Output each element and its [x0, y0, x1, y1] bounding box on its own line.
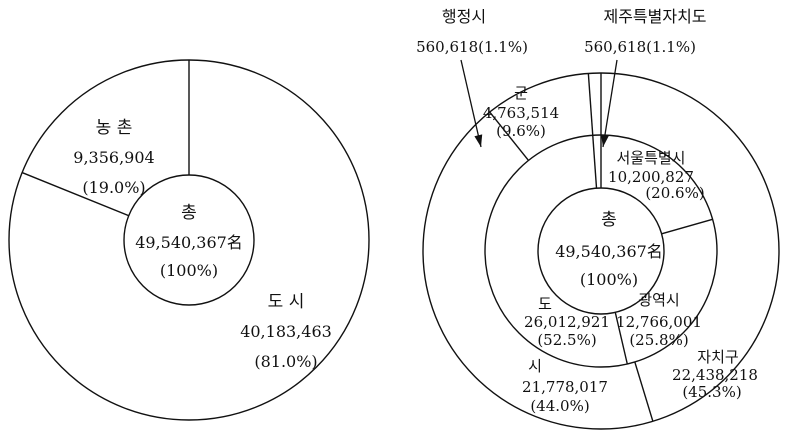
chart-labels: 총 49,540,367名 (100%) 농 촌 9,356,904 (19.0%) 도 시… — [73, 7, 758, 415]
outer-slice-percent-2: (9.6%) — [496, 122, 546, 140]
callout-arrow-haengjeongsi — [460, 59, 482, 148]
left-slice-value-1: 40,183,463 — [240, 322, 332, 341]
inner-ring-boundary-2 — [614, 312, 628, 365]
left-slice-label-0: 농 촌 — [96, 118, 133, 138]
inner-slice-value-0: 10,200,827 — [608, 168, 694, 186]
left-center-value: 49,540,367名 — [135, 233, 243, 252]
outer-ring-boundary-2 — [489, 111, 530, 161]
left-slice-percent-0: (19.0%) — [82, 178, 145, 197]
right-center-value: 49,540,367名 — [555, 242, 663, 261]
callout-arrow-jeju-head — [600, 134, 609, 147]
left-slice-boundary-1 — [21, 171, 129, 217]
left-slice-percent-1: (81.0%) — [254, 352, 317, 371]
outer-ring-boundary-3 — [587, 73, 594, 136]
right-center-label: 총 — [601, 210, 617, 230]
callout-label-haengjeongsi: 행정시 — [442, 7, 486, 26]
left-pie-chart — [8, 59, 370, 421]
inner-slice-percent-2: (52.5%) — [537, 331, 596, 349]
inner-slice-value-1: 12,766,001 — [616, 313, 702, 331]
inner-ring-boundary-1 — [661, 218, 713, 235]
outer-slice-value-2: 4,763,514 — [483, 104, 559, 122]
inner-slice-label-1: 광역시 — [638, 291, 679, 309]
left-slice-label-1: 도 시 — [268, 292, 305, 312]
inner-slice-label-0: 서울특별시 — [616, 149, 685, 167]
inner-slice-value-2: 26,012,921 — [524, 313, 610, 331]
callout-label-jeju: 제주특별자치도 — [603, 7, 706, 26]
callout-value-jeju: 560,618(1.1%) — [584, 38, 696, 56]
outer-slice-label-0: 자치구 — [697, 348, 738, 366]
left-center-label: 총 — [181, 203, 197, 223]
outer-slice-percent-1: (44.0%) — [530, 397, 589, 415]
outer-slice-label-2: 군 — [514, 84, 528, 102]
inner-slice-percent-1: (25.8%) — [629, 331, 688, 349]
inner-ring-boundary-3 — [592, 135, 598, 189]
outer-slice-percent-0: (45.3%) — [682, 383, 741, 401]
right-center-percent: (100%) — [580, 270, 638, 289]
left-slice-value-0: 9,356,904 — [73, 148, 154, 167]
outer-slice-value-1: 21,778,017 — [522, 378, 608, 396]
outer-slice-value-0: 22,438,218 — [672, 366, 758, 384]
left-center-percent: (100%) — [160, 261, 218, 280]
callout-arrow-jeju — [602, 59, 618, 148]
right-ring-chart — [422, 59, 780, 430]
callout-value-haengjeongsi: 560,618(1.1%) — [416, 38, 528, 56]
outer-slice-label-1: 시 — [528, 357, 542, 375]
callout-arrow-haengjeongsi-head — [474, 134, 483, 147]
outer-ring-boundary-1 — [634, 361, 654, 422]
inner-slice-label-2: 도 — [538, 295, 552, 313]
inner-slice-percent-0: (20.6%) — [645, 184, 704, 202]
